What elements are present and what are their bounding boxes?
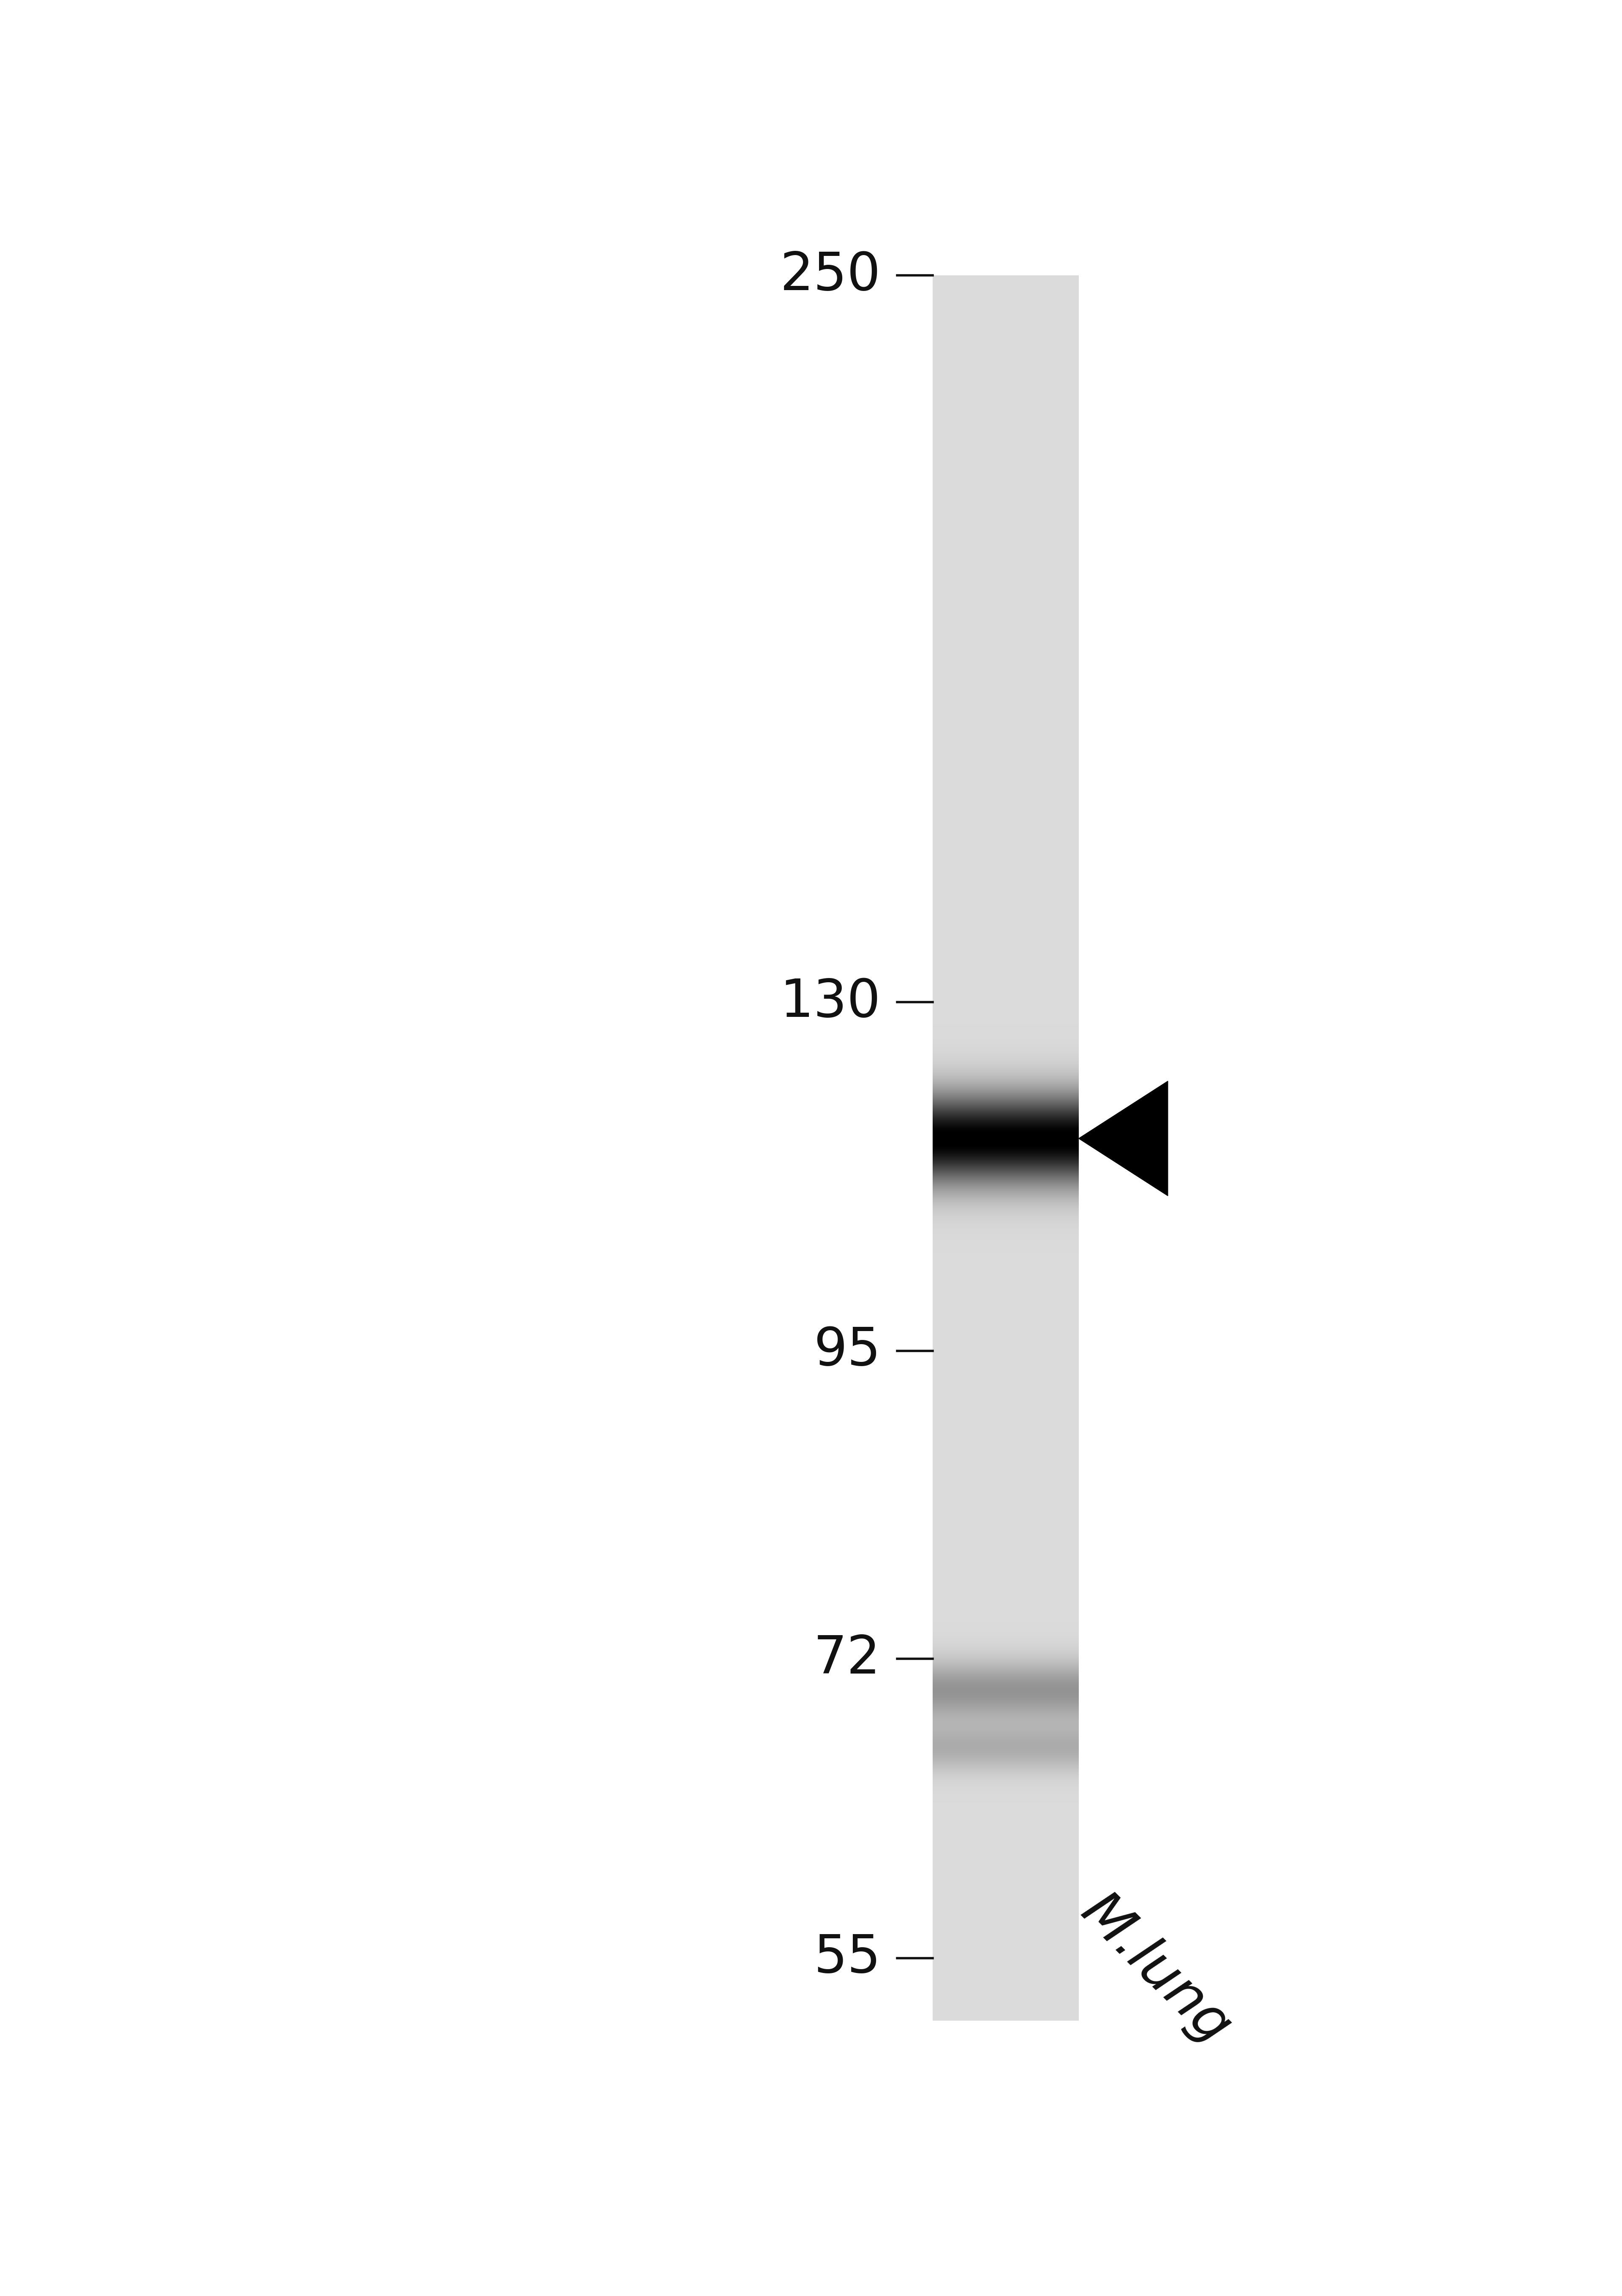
Text: 250: 250 [780,250,881,301]
Text: 130: 130 [780,976,881,1029]
Polygon shape [1079,1081,1168,1196]
Text: 72: 72 [814,1632,881,1685]
Text: M.lung: M.lung [1071,1885,1241,2055]
Text: 95: 95 [814,1325,881,1375]
Text: 55: 55 [814,1933,881,1984]
